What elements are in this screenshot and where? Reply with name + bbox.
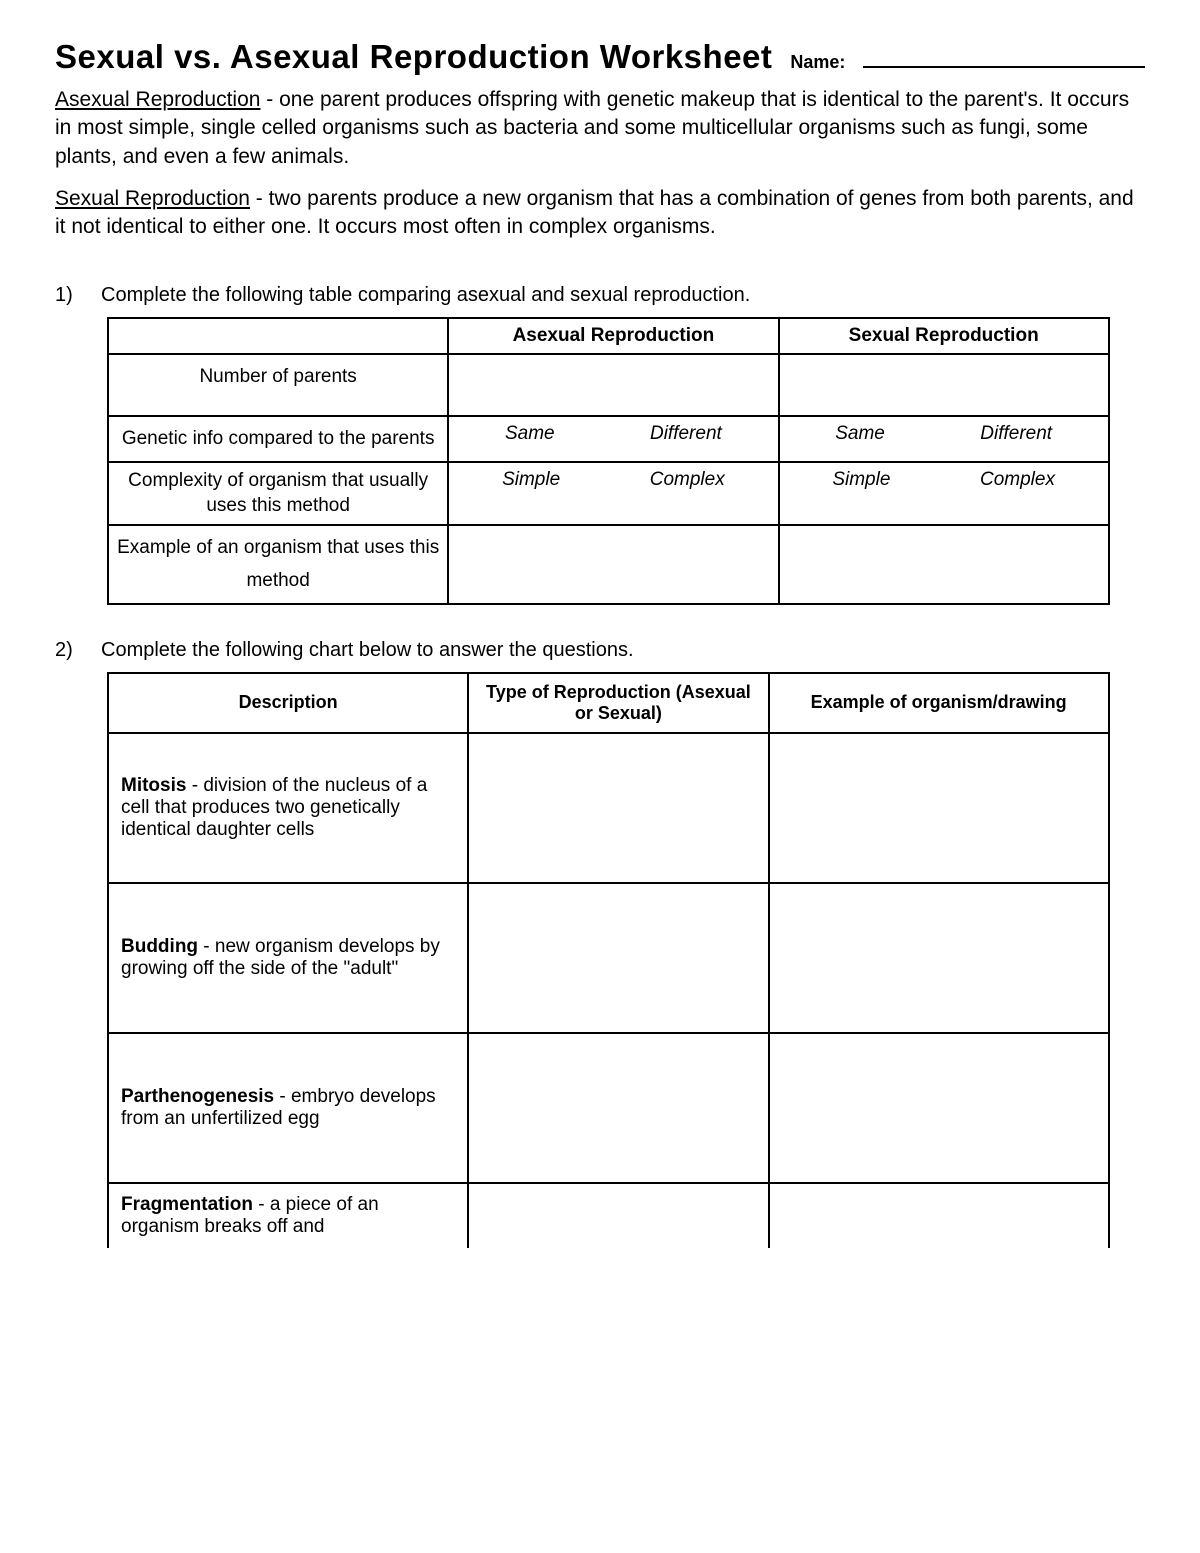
t1-row2-asexual[interactable]: Same Different (448, 416, 778, 462)
choice-same: Same (505, 423, 555, 445)
question-2: 2) Complete the following chart below to… (55, 639, 1145, 662)
t2-row4-term: Fragmentation (121, 1194, 253, 1215)
name-label: Name: (790, 52, 845, 73)
t2-row1-term: Mitosis (121, 775, 186, 796)
choice-same: Same (835, 423, 885, 445)
t2-row2-example[interactable] (769, 883, 1109, 1033)
choice-different: Different (980, 423, 1052, 445)
t1-row3-asexual[interactable]: Simple Complex (448, 462, 778, 525)
t2-head-description: Description (108, 673, 468, 733)
header-row: Sexual vs. Asexual Reproduction Workshee… (55, 38, 1145, 76)
t2-head-example: Example of organism/drawing (769, 673, 1109, 733)
t1-row4-asexual[interactable] (448, 525, 778, 604)
description-table: Description Type of Reproduction (Asexua… (107, 672, 1110, 1248)
definition-asexual: Asexual Reproduction - one parent produc… (55, 86, 1145, 171)
t1-head-asexual: Asexual Reproduction (448, 318, 778, 354)
t2-row4-example[interactable] (769, 1183, 1109, 1248)
q1-number: 1) (55, 284, 81, 307)
t1-row1-label: Number of parents (108, 354, 448, 416)
t2-row2-term: Budding (121, 936, 198, 957)
t1-row2-sexual[interactable]: Same Different (779, 416, 1109, 462)
t2-row4-desc: Fragmentation - a piece of an organism b… (108, 1183, 468, 1248)
t1-head-blank (108, 318, 448, 354)
t2-row1-type[interactable] (468, 733, 768, 883)
q2-number: 2) (55, 639, 81, 662)
choice-different: Different (650, 423, 722, 445)
question-1: 1) Complete the following table comparin… (55, 284, 1145, 307)
choice-simple: Simple (832, 469, 890, 491)
t1-row1-asexual[interactable] (448, 354, 778, 416)
t2-row2-desc: Budding - new organism develops by growi… (108, 883, 468, 1033)
choice-complex: Complex (650, 469, 725, 491)
t1-head-sexual: Sexual Reproduction (779, 318, 1109, 354)
comparison-table: Asexual Reproduction Sexual Reproduction… (107, 317, 1110, 605)
t2-row3-desc: Parthenogenesis - embryo develops from a… (108, 1033, 468, 1183)
t2-row1-desc: Mitosis - division of the nucleus of a c… (108, 733, 468, 883)
t1-row2-label: Genetic info compared to the parents (108, 416, 448, 462)
t2-row3-type[interactable] (468, 1033, 768, 1183)
choice-simple: Simple (502, 469, 560, 491)
t2-row3-term: Parthenogenesis (121, 1086, 274, 1107)
choice-complex: Complex (980, 469, 1055, 491)
t2-head-type: Type of Reproduction (Asexual or Sexual) (468, 673, 768, 733)
t1-row1-sexual[interactable] (779, 354, 1109, 416)
q1-prompt: Complete the following table comparing a… (101, 284, 1145, 307)
definition-sexual: Sexual Reproduction - two parents produc… (55, 185, 1145, 242)
worksheet-page: Sexual vs. Asexual Reproduction Workshee… (0, 0, 1200, 1248)
t1-row4-sexual[interactable] (779, 525, 1109, 604)
t1-row3-sexual[interactable]: Simple Complex (779, 462, 1109, 525)
q2-prompt: Complete the following chart below to an… (101, 639, 1145, 662)
term-sexual: Sexual Reproduction (55, 187, 250, 210)
t2-row3-example[interactable] (769, 1033, 1109, 1183)
name-input-line[interactable] (863, 48, 1145, 68)
t1-row4-label: Example of an organism that uses this me… (108, 525, 448, 604)
t1-row3-label: Complexity of organism that usually uses… (108, 462, 448, 525)
page-title: Sexual vs. Asexual Reproduction Workshee… (55, 38, 772, 76)
term-asexual: Asexual Reproduction (55, 88, 260, 111)
t2-row4-type[interactable] (468, 1183, 768, 1248)
t2-row1-example[interactable] (769, 733, 1109, 883)
t2-row2-type[interactable] (468, 883, 768, 1033)
